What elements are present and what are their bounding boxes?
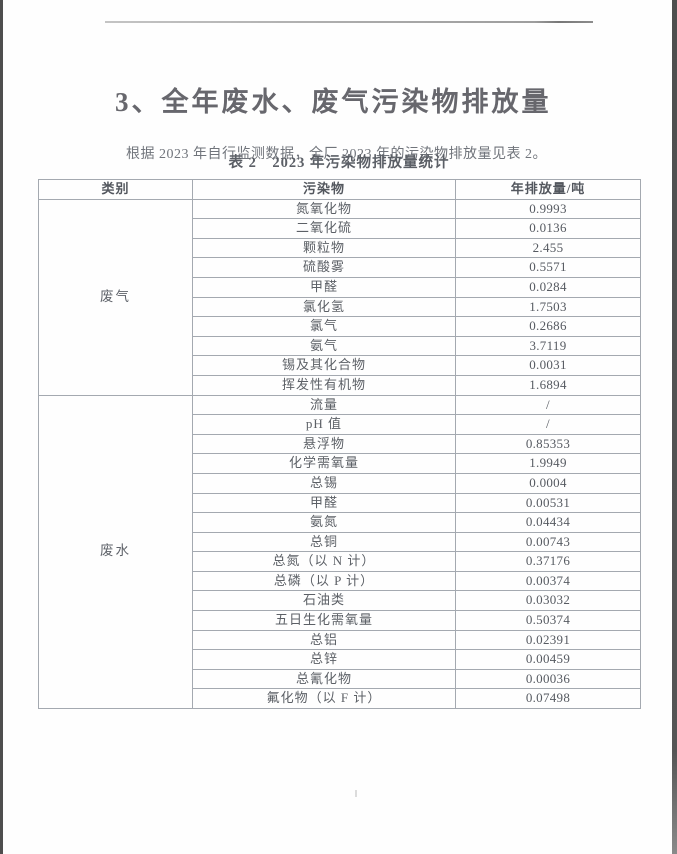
category-cell-waste-water: 废水 <box>38 394 193 710</box>
value-cell: / <box>455 394 641 416</box>
pollutant-cell: 总磷（以 P 计） <box>192 570 456 592</box>
pollutant-cell: 石油类 <box>192 590 456 612</box>
pollutant-cell: 颗粒物 <box>192 237 456 259</box>
pollutant-cell: 化学需氧量 <box>192 453 456 474</box>
page-title: 3、全年废水、废气污染物排放量 <box>115 87 552 118</box>
table-row: 氟化物（以 F 计） 0.07498 <box>39 688 641 710</box>
value-cell: 0.85353 <box>455 433 641 455</box>
table-row: 总锡 0.0004 <box>39 472 641 494</box>
pollutant-cell: 氯气 <box>192 316 456 337</box>
table-row: 总铝 0.02391 <box>39 629 641 651</box>
value-cell: / <box>455 414 641 435</box>
scan-edge-right <box>672 0 677 854</box>
table-row: 总铜 0.00743 <box>39 531 641 553</box>
header-category: 类别 <box>38 179 193 200</box>
table-row: 氯化氢 1.7503 <box>39 296 641 318</box>
category-cell-waste-gas: 废气 <box>38 198 193 396</box>
pollutant-cell: 二氧化硫 <box>192 218 456 239</box>
table-row: 总锌 0.00459 <box>39 649 641 670</box>
value-cell: 0.0284 <box>455 276 641 298</box>
value-cell: 0.2686 <box>455 316 641 337</box>
header-amount: 年排放量/吨 <box>455 179 641 200</box>
value-cell: 0.0136 <box>455 218 641 239</box>
pollutant-cell: 氨气 <box>192 335 456 357</box>
table-caption: 表 2 2023 年污染物排放量统计 <box>228 155 450 171</box>
value-cell: 0.9993 <box>455 198 641 220</box>
pollutant-cell: 总氰化物 <box>192 668 456 690</box>
pollutant-cell: 氮氧化物 <box>192 198 456 220</box>
pollutant-cell: 氨氮 <box>192 512 456 533</box>
pollutant-cell: 五日生化需氧量 <box>192 610 456 631</box>
value-cell: 0.00743 <box>455 531 641 553</box>
table-row: 五日生化需氧量 0.50374 <box>39 610 641 631</box>
value-cell: 0.00531 <box>455 492 641 514</box>
pollutant-cell: 总氮（以 N 计） <box>192 551 456 572</box>
table-header-row: 类别 污染物 年排放量/吨 <box>38 179 641 200</box>
value-cell: 0.03032 <box>455 590 641 612</box>
table-row: 氨气 3.7119 <box>39 335 641 357</box>
table-row: 二氧化硫 0.0136 <box>39 218 641 239</box>
table-row: 挥发性有机物 1.6894 <box>39 374 641 396</box>
pollutant-cell: 锡及其化合物 <box>192 355 456 376</box>
pollutant-cell: 甲醛 <box>192 276 456 298</box>
value-cell: 2.455 <box>455 237 641 259</box>
pollutant-cell: 总锌 <box>192 649 456 670</box>
value-cell: 1.7503 <box>455 296 641 318</box>
table-row: 悬浮物 0.85353 <box>39 433 641 455</box>
value-cell: 0.04434 <box>455 512 641 533</box>
value-cell: 0.5571 <box>455 257 641 278</box>
value-cell: 0.50374 <box>455 610 641 631</box>
value-cell: 0.07498 <box>455 688 641 710</box>
pollutant-cell: 氯化氢 <box>192 296 456 318</box>
table-row: 废气 氮氧化物 0.9993 <box>38 198 641 396</box>
value-cell: 0.00459 <box>455 649 641 670</box>
pollutant-cell: 流量 <box>192 394 456 416</box>
table-row: pH 值 / <box>39 414 641 435</box>
pollutant-cell: 氟化物（以 F 计） <box>192 688 456 710</box>
pollutant-cell: 硫酸雾 <box>192 257 456 278</box>
value-cell: 3.7119 <box>455 335 641 357</box>
value-cell: 1.6894 <box>455 374 641 396</box>
pollutant-cell: 甲醛 <box>192 492 456 514</box>
table-row: 废水 流量 / <box>38 394 641 710</box>
pollutant-emissions-table: 类别 污染物 年排放量/吨 废气 氮氧化物 0.9993 二氧化硫 0.0136 … <box>38 179 641 710</box>
scan-edge-left <box>0 0 3 854</box>
value-cell: 1.9949 <box>455 453 641 474</box>
table-row: 总氮（以 N 计） 0.37176 <box>39 551 641 572</box>
value-cell: 0.0004 <box>455 472 641 494</box>
value-cell: 0.02391 <box>455 629 641 651</box>
table-row: 硫酸雾 0.5571 <box>39 257 641 278</box>
value-cell: 0.0031 <box>455 355 641 376</box>
scan-smudge <box>355 790 357 797</box>
pollutant-cell: pH 值 <box>192 414 456 435</box>
value-cell: 0.00036 <box>455 668 641 690</box>
table-row: 总氰化物 0.00036 <box>39 668 641 690</box>
pollutant-cell: 悬浮物 <box>192 433 456 455</box>
scan-top-line <box>105 21 593 23</box>
pollutant-cell: 总铝 <box>192 629 456 651</box>
intro-paragraph: 根据 2023 年自行监测数据，全厂 2023 年的污染物排放量见表 2。 <box>126 147 547 162</box>
pollutant-cell: 挥发性有机物 <box>192 374 456 396</box>
header-pollutant: 污染物 <box>192 179 456 200</box>
value-cell: 0.00374 <box>455 570 641 592</box>
pollutant-cell: 总铜 <box>192 531 456 553</box>
value-cell: 0.37176 <box>455 551 641 572</box>
pollutant-cell: 总锡 <box>192 472 456 494</box>
